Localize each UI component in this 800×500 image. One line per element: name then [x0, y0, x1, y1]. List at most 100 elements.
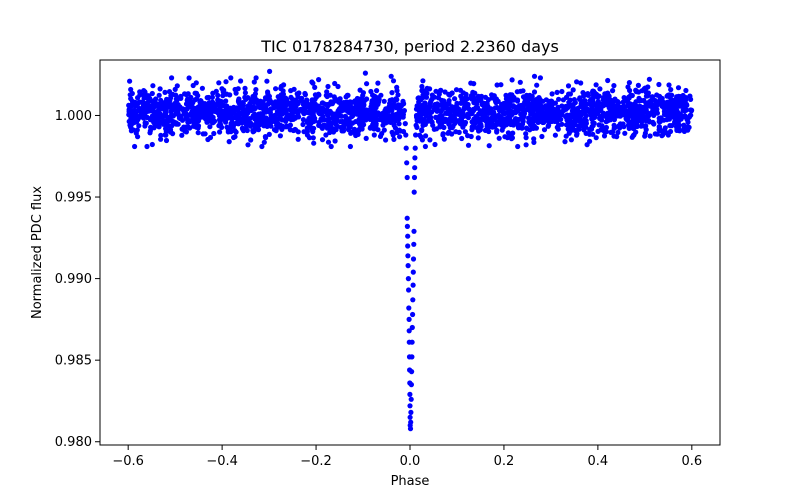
data-point: [452, 115, 458, 121]
data-point: [335, 97, 341, 104]
data-point: [315, 103, 321, 109]
data-point: [489, 92, 495, 98]
data-point: [608, 129, 614, 135]
data-point: [192, 90, 198, 96]
data-point: [673, 108, 679, 115]
data-point: [563, 122, 570, 128]
data-point: [676, 93, 682, 99]
data-point: [412, 165, 418, 171]
data-point: [407, 426, 414, 432]
data-point: [601, 96, 607, 102]
data-point: [563, 133, 569, 139]
data-point: [475, 117, 481, 123]
data-point: [163, 137, 170, 144]
data-point: [300, 101, 306, 108]
data-point: [415, 95, 421, 101]
data-point: [423, 133, 429, 139]
data-point: [311, 125, 317, 131]
data-point: [488, 119, 494, 125]
data-point: [226, 115, 232, 121]
data-point: [398, 103, 404, 109]
data-point: [516, 116, 522, 122]
data-point: [688, 112, 694, 118]
data-point: [351, 126, 358, 132]
data-point: [493, 100, 499, 106]
data-point: [278, 92, 284, 98]
data-point: [472, 90, 478, 96]
data-point: [656, 124, 663, 130]
data-point: [633, 107, 639, 113]
data-point: [513, 110, 519, 116]
data-point: [276, 115, 282, 122]
data-point: [603, 129, 610, 135]
data-point: [283, 124, 289, 130]
data-point: [178, 93, 184, 99]
data-point: [677, 97, 683, 104]
data-point: [352, 99, 358, 105]
data-point: [401, 108, 407, 114]
data-point: [420, 92, 426, 98]
data-point: [548, 98, 554, 104]
data-point: [211, 130, 217, 137]
data-point: [374, 88, 380, 94]
data-point: [461, 105, 467, 111]
x-tick-label: −0.6: [112, 454, 144, 469]
data-point: [441, 124, 447, 131]
data-point: [223, 98, 229, 104]
data-point: [136, 123, 142, 129]
data-point: [407, 403, 413, 409]
data-point: [279, 126, 285, 132]
data-points-layer: [126, 68, 695, 432]
data-point: [626, 95, 632, 101]
data-point: [389, 90, 395, 96]
data-point: [127, 78, 133, 84]
data-point: [316, 122, 322, 128]
data-point: [683, 87, 689, 94]
data-point: [222, 108, 228, 114]
data-point: [551, 111, 557, 117]
data-point: [170, 119, 176, 125]
data-point: [427, 137, 433, 143]
data-point: [205, 113, 211, 120]
data-point: [155, 117, 162, 124]
data-point: [126, 118, 132, 125]
data-point: [453, 129, 459, 135]
data-point: [411, 189, 417, 195]
data-point: [216, 80, 222, 86]
chart-title: TIC 0178284730, period 2.2360 days: [260, 37, 559, 56]
data-point: [405, 243, 411, 249]
data-point: [348, 130, 354, 136]
data-point: [562, 139, 568, 145]
data-point: [288, 105, 295, 111]
data-point: [391, 136, 397, 142]
data-point: [325, 83, 331, 90]
data-point: [543, 97, 549, 103]
data-point: [407, 414, 413, 420]
data-point: [291, 86, 297, 92]
data-point: [243, 126, 249, 132]
data-point: [405, 253, 411, 259]
data-point: [641, 97, 647, 104]
data-point: [356, 98, 362, 105]
data-point: [464, 96, 470, 102]
data-point: [371, 132, 377, 138]
y-tick-label: 0.980: [55, 435, 92, 450]
data-point: [681, 113, 687, 120]
data-point: [574, 132, 580, 138]
data-point: [581, 109, 587, 115]
data-point: [378, 92, 384, 98]
data-point: [132, 110, 138, 116]
data-point: [268, 123, 274, 129]
data-point: [300, 121, 306, 128]
data-point: [152, 103, 159, 109]
data-point: [263, 135, 269, 141]
data-point: [470, 106, 476, 112]
data-point: [250, 128, 256, 134]
data-point: [177, 105, 183, 111]
data-point: [633, 87, 639, 93]
data-point: [512, 104, 519, 110]
data-point: [252, 114, 258, 120]
data-point: [127, 110, 133, 116]
data-point: [182, 91, 188, 97]
data-point: [409, 354, 415, 360]
